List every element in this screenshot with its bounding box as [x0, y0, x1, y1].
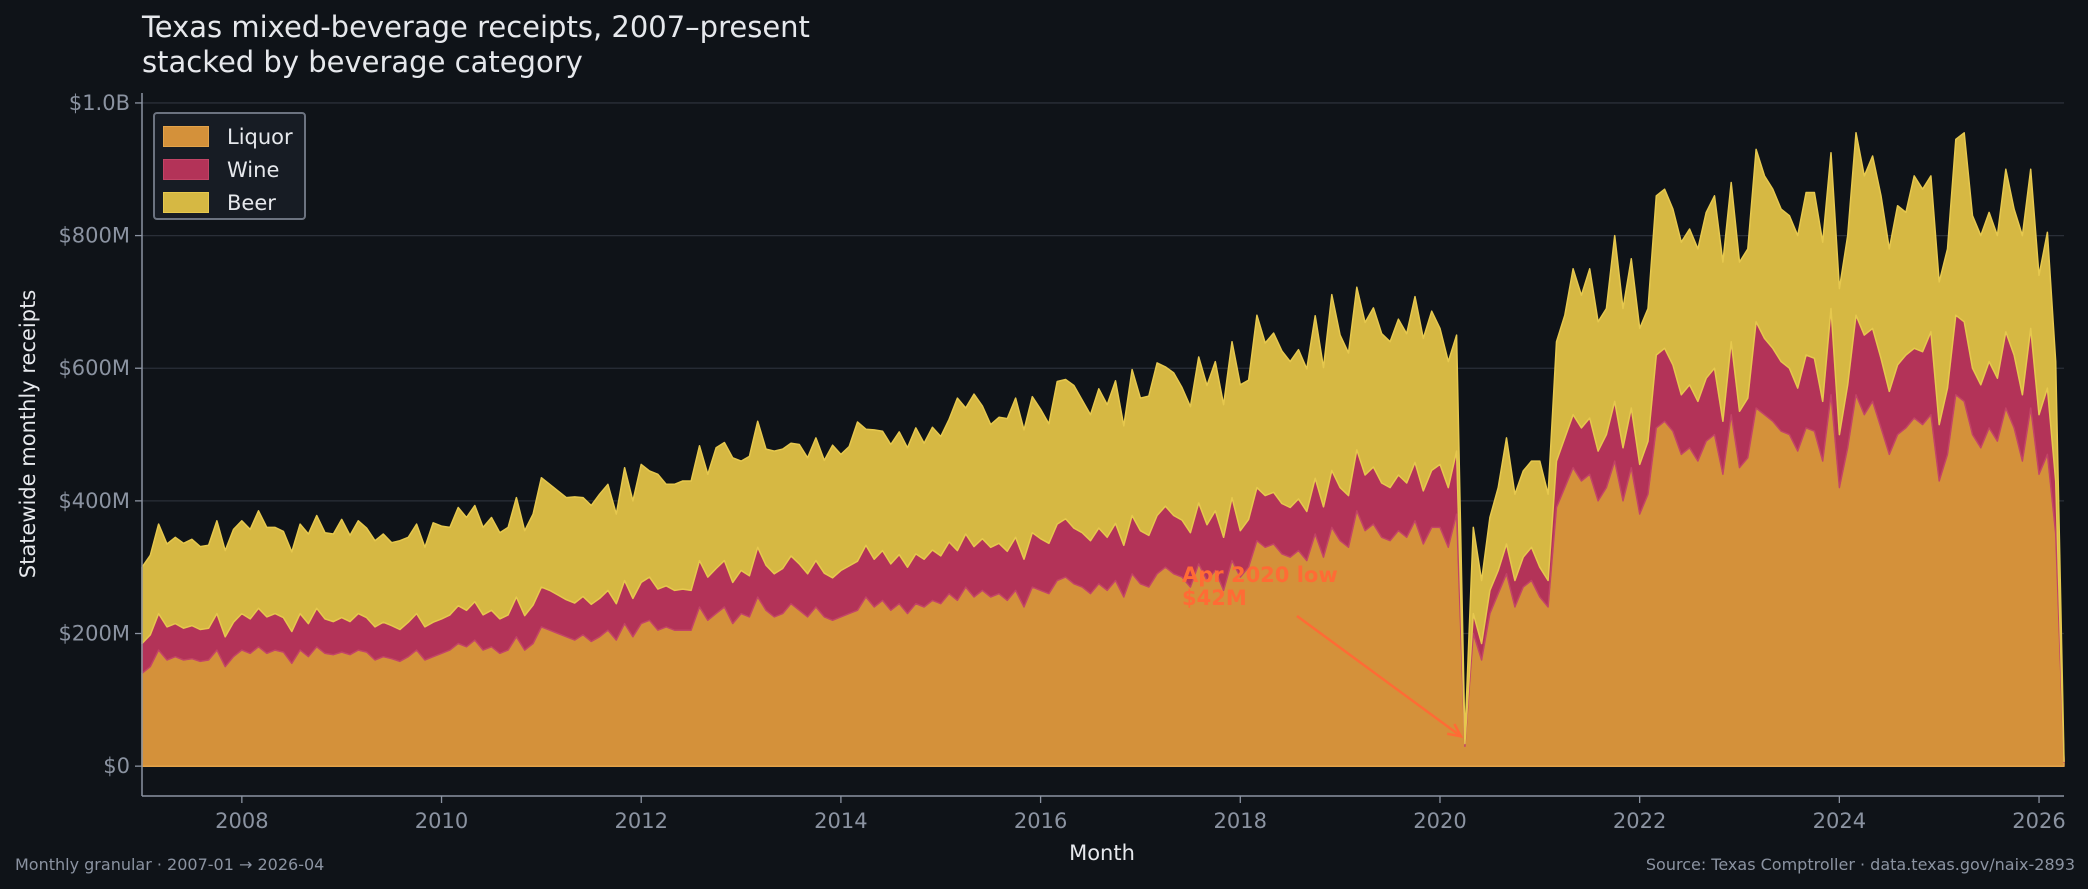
area-beer — [141, 132, 2065, 763]
footer-right: Source: Texas Comptroller · data.texas.g… — [1645, 855, 2075, 874]
x-tick-label: 2022 — [1613, 809, 1666, 833]
chart-title: Texas mixed-beverage receipts, 2007–pres… — [142, 10, 810, 44]
legend-label: Liquor — [227, 124, 293, 149]
stacked-areas — [141, 132, 2065, 767]
legend-label: Beer — [227, 190, 276, 215]
x-tick-label: 2024 — [1813, 809, 1866, 833]
x-tick-label: 2012 — [614, 809, 667, 833]
x-tick-label: 2010 — [415, 809, 468, 833]
chart-title-block: Texas mixed-beverage receipts, 2007–pres… — [142, 10, 810, 80]
x-tick-labels: 2008 2010 2012 2014 2016 2018 2020 2022 2024 2026 — [215, 809, 2066, 833]
y-tick-label: $200M — [58, 622, 130, 646]
legend-label: Wine — [227, 157, 280, 182]
y-tick-label: $0 — [103, 754, 130, 778]
axes — [141, 93, 2064, 797]
legend-item-wine: Wine — [163, 153, 296, 186]
y-tick-label: $600M — [58, 356, 130, 380]
legend: Liquor Wine Beer — [153, 112, 306, 220]
x-tick-label: 2008 — [215, 809, 268, 833]
legend-swatch-liquor — [163, 126, 209, 147]
legend-swatch-beer — [163, 192, 209, 213]
legend-swatch-wine — [163, 159, 209, 180]
annotation-line2: $42M — [1182, 586, 1247, 610]
x-tick-label: 2020 — [1413, 809, 1466, 833]
x-tick-label: 2014 — [814, 809, 867, 833]
x-tick-label: 2018 — [1214, 809, 1267, 833]
y-tick-labels: $0 $200M $400M $600M $800M $1.0B — [58, 91, 130, 778]
annotation: Apr 2020 low $42M — [1182, 563, 1464, 739]
y-tick-label: $1.0B — [69, 91, 130, 115]
y-axis-label: Statewide monthly receipts — [16, 290, 40, 579]
annotation-arrow — [1296, 614, 1462, 738]
annotation-arrowhead — [1446, 723, 1464, 739]
footer-left: Monthly granular · 2007-01 → 2026-04 — [15, 855, 325, 874]
chart-subtitle: stacked by beverage category — [142, 45, 583, 79]
y-tick-label: $400M — [58, 489, 130, 513]
x-axis-label: Month — [1069, 841, 1135, 865]
legend-item-liquor: Liquor — [163, 120, 296, 153]
x-tick-label: 2016 — [1014, 809, 1067, 833]
annotation-line1: Apr 2020 low — [1182, 563, 1338, 587]
y-tick-label: $800M — [58, 224, 130, 248]
x-tick-label: 2026 — [2012, 809, 2065, 833]
legend-item-beer: Beer — [163, 186, 296, 219]
